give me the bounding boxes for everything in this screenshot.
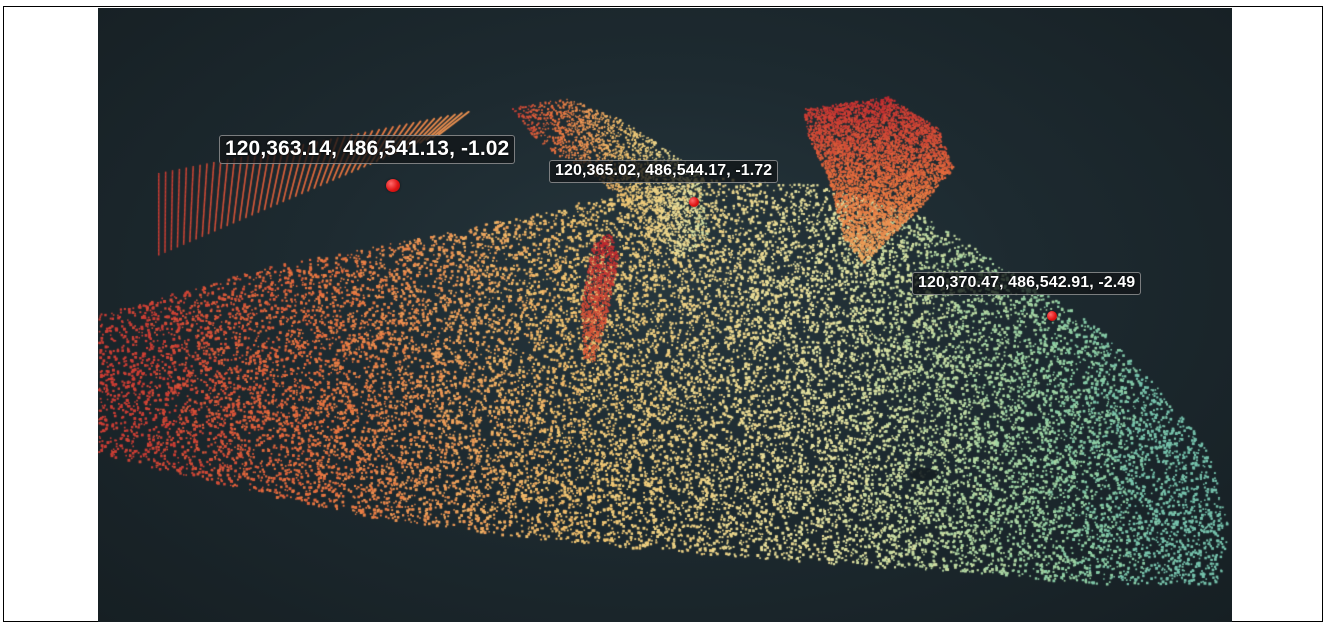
measurement-label-1: 120,363.14, 486,541.13, -1.02	[219, 135, 516, 164]
point-cloud-canvas[interactable]	[98, 8, 1232, 622]
point-cloud-viewport[interactable]: 120,363.14, 486,541.13, -1.02 120,365.02…	[98, 8, 1232, 622]
measurement-label-3: 120,370.47, 486,542.91, -2.49	[912, 272, 1142, 295]
measurement-point-1[interactable]	[386, 179, 400, 192]
measurement-point-3[interactable]	[1047, 311, 1057, 321]
measurement-point-2[interactable]	[689, 197, 699, 207]
measurement-label-2: 120,365.02, 486,544.17, -1.72	[549, 160, 779, 183]
